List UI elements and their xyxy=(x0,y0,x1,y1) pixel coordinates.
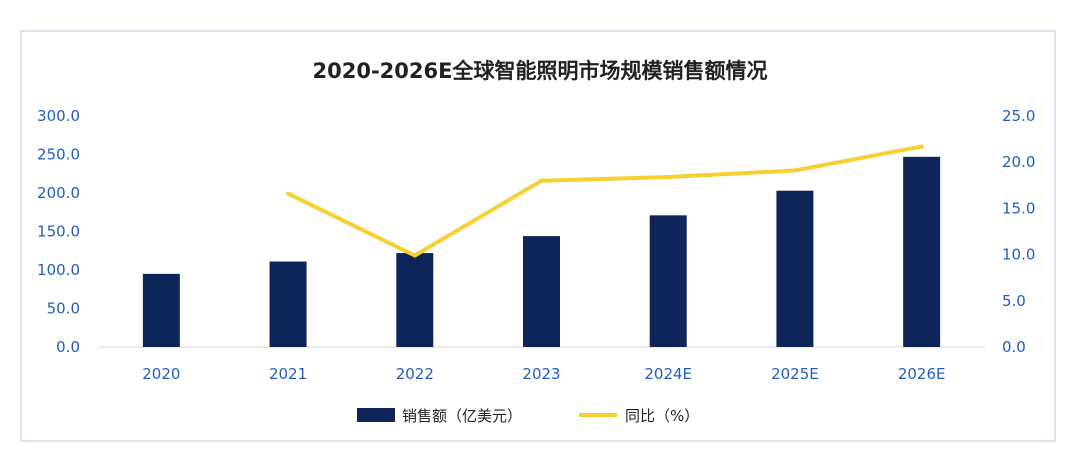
legend-line-label: 同比（%） xyxy=(625,407,699,425)
left-axis-ticks: 0.0 50.0 100.0 150.0 200.0 250.0 300.0 xyxy=(37,107,80,356)
left-axis-tick: 200.0 xyxy=(37,184,80,202)
line-path xyxy=(286,144,924,258)
chart-frame xyxy=(20,30,1056,442)
right-axis-tick: 20.0 xyxy=(1002,153,1035,171)
line-point xyxy=(792,168,797,173)
right-axis-tick: 0.0 xyxy=(1002,338,1026,356)
legend-bar-label: 销售额（亿美元） xyxy=(402,407,522,425)
bar xyxy=(776,190,814,347)
x-axis-tick: 2026E xyxy=(898,365,946,383)
legend: 销售额（亿美元） 同比（%） xyxy=(357,407,699,425)
x-axis-tick: 2020 xyxy=(142,365,180,383)
x-axis-tick: 2021 xyxy=(269,365,307,383)
left-axis-tick: 150.0 xyxy=(37,223,80,241)
x-axis-tick: 2022 xyxy=(396,365,434,383)
right-axis-tick: 15.0 xyxy=(1002,199,1035,217)
bar xyxy=(903,156,941,347)
bar xyxy=(396,253,434,347)
left-axis-tick: 300.0 xyxy=(37,107,80,125)
right-axis-tick: 10.0 xyxy=(1002,246,1035,264)
bar xyxy=(523,236,560,347)
line-point xyxy=(412,253,417,258)
bar xyxy=(269,261,307,347)
left-axis-tick: 0.0 xyxy=(56,338,80,356)
legend-bar-swatch xyxy=(357,408,395,422)
line-point xyxy=(666,174,671,179)
right-axis-tick: 5.0 xyxy=(1002,292,1026,310)
x-axis-tick: 2024E xyxy=(644,365,692,383)
right-axis-ticks: 0.0 5.0 10.0 15.0 20.0 25.0 xyxy=(1002,107,1035,356)
bar xyxy=(649,215,687,347)
line-point xyxy=(539,178,544,183)
line-series xyxy=(286,144,924,258)
line-point xyxy=(919,144,924,149)
right-axis-tick: 25.0 xyxy=(1002,107,1035,125)
left-axis-tick: 250.0 xyxy=(37,146,80,164)
line-point xyxy=(286,191,291,196)
bar xyxy=(142,273,180,347)
left-axis-tick: 50.0 xyxy=(47,300,80,318)
chart-title: 2020-2026E全球智能照明市场规模销售额情况 xyxy=(313,59,768,83)
x-axis-tick: 2023 xyxy=(522,365,560,383)
left-axis-tick: 100.0 xyxy=(37,261,80,279)
x-axis-ticks: 2020 2021 2022 2023 2024E 2025E 2026E xyxy=(142,365,945,383)
x-axis-tick: 2025E xyxy=(771,365,819,383)
bar-series xyxy=(142,156,941,347)
